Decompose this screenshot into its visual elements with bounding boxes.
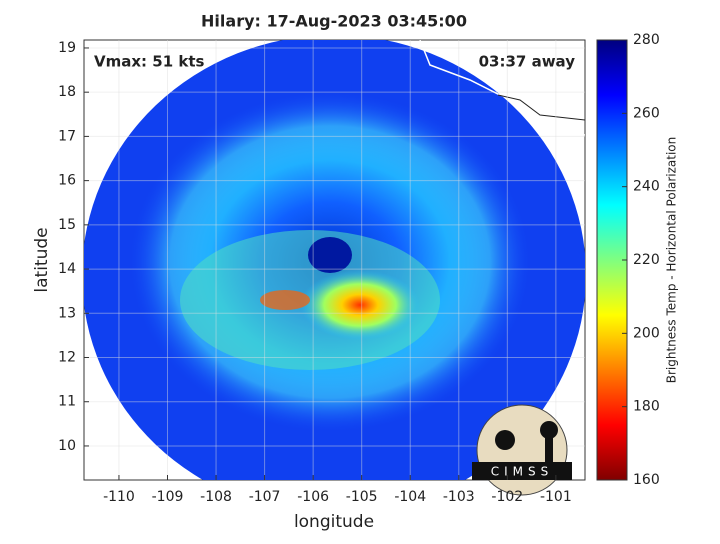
y-tick-label: 10 [58,438,76,454]
y-tick-label: 18 [58,84,76,100]
x-tick-label: -108 [200,489,232,505]
swath [84,40,585,480]
grid [84,40,585,480]
colorbar-tick-label: 160 [633,472,660,488]
colorbar-tick-label: 240 [633,179,660,195]
colorbar-tick-label: 180 [633,399,660,415]
logo-text: CIMSS [491,465,554,479]
colorbar-tick-label: 220 [633,252,660,268]
x-tick-label: -109 [152,489,184,505]
colorbar-tick-label: 280 [633,32,660,48]
y-tick-label: 15 [58,217,76,233]
y-tick-label: 16 [58,173,76,189]
time-away-label: 03:37 away [479,53,576,71]
vmax-label: Vmax: 51 kts [94,53,204,71]
x-tick-label: -105 [346,489,378,505]
y-tick-label: 13 [58,305,76,321]
y-axis-label: latitude [32,227,52,292]
x-tick-label: -110 [103,489,135,505]
y-tick-label: 19 [58,40,76,56]
colorbar-tick-label: 260 [633,105,660,121]
x-tick-label: -103 [443,489,475,505]
x-tick-label: -107 [249,489,281,505]
y-tick-label: 12 [58,350,76,366]
x-tick-label: -101 [540,489,572,505]
title: Hilary: 17-Aug-2023 03:45:00 [201,12,467,31]
y-tick-label: 17 [58,128,76,144]
y-tick-label: 14 [58,261,76,277]
y-tick-label: 11 [58,394,76,410]
logo: CIMSS [472,404,572,496]
x-tick-label: -106 [297,489,329,505]
colorbar-tick-label: 200 [633,325,660,341]
x-axis-label: longitude [294,512,374,532]
colorbar-label: Brightness Temp - Horizontal Polarizatio… [665,137,679,384]
x-tick-label: -102 [491,489,523,505]
x-tick-label: -104 [394,489,426,505]
